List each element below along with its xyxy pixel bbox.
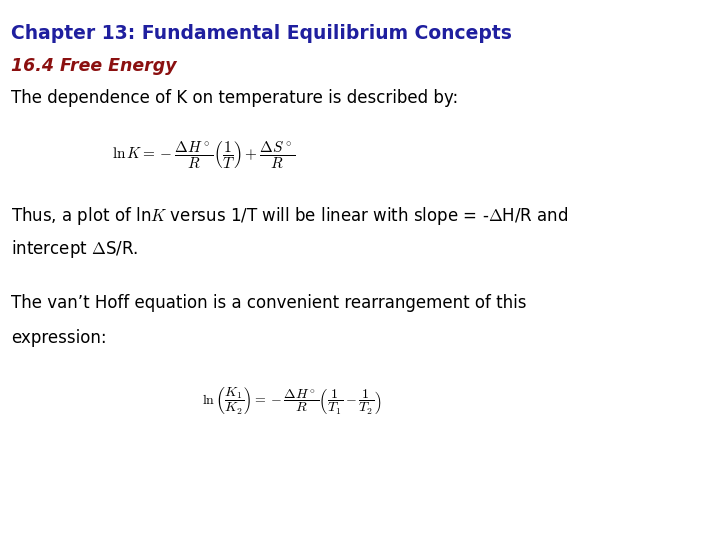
Text: The dependence of K on temperature is described by:: The dependence of K on temperature is de… [11,89,458,107]
Text: $\ln\left(\dfrac{K_1}{K_2}\right) = -\dfrac{\Delta H^\circ}{R}\left(\dfrac{1}{T_: $\ln\left(\dfrac{K_1}{K_2}\right) = -\df… [202,386,381,417]
Text: $\ln K = -\dfrac{\Delta H^\circ}{R}\left(\dfrac{1}{T}\right)+\dfrac{\Delta S^\ci: $\ln K = -\dfrac{\Delta H^\circ}{R}\left… [112,140,295,171]
Text: 16.4 Free Energy: 16.4 Free Energy [11,57,176,75]
Text: expression:: expression: [11,329,107,347]
Text: Thus, a plot of ln$K$ versus 1/T will be linear with slope = -$\Delta$H/R and: Thus, a plot of ln$K$ versus 1/T will be… [11,205,568,227]
Text: intercept $\Delta$S/R.: intercept $\Delta$S/R. [11,238,138,260]
Text: Chapter 13: Fundamental Equilibrium Concepts: Chapter 13: Fundamental Equilibrium Conc… [11,24,512,43]
Text: The van’t Hoff equation is a convenient rearrangement of this: The van’t Hoff equation is a convenient … [11,294,526,312]
